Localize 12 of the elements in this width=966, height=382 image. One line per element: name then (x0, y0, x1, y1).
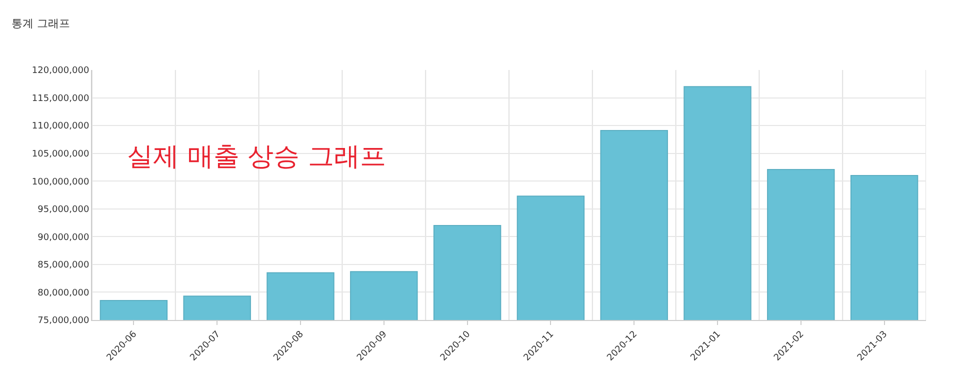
y-tick-label: 95,000,000 (38, 205, 90, 216)
y-tick-label: 105,000,000 (32, 149, 90, 160)
annotation: 실제 매출 상승 그래프 (127, 142, 386, 172)
y-tick-label: 90,000,000 (38, 232, 90, 243)
y-tick-label: 120,000,000 (32, 66, 90, 76)
y-tick-label: 110,000,000 (32, 122, 90, 132)
y-tick-label: 100,000,000 (32, 177, 90, 188)
y-tick-label: 85,000,000 (38, 260, 90, 271)
chart-title: 통계 그래프 (12, 16, 70, 30)
y-tick-label: 75,000,000 (38, 316, 90, 326)
y-tick-label: 80,000,000 (38, 288, 90, 298)
y-tick-label: 115,000,000 (32, 94, 90, 104)
